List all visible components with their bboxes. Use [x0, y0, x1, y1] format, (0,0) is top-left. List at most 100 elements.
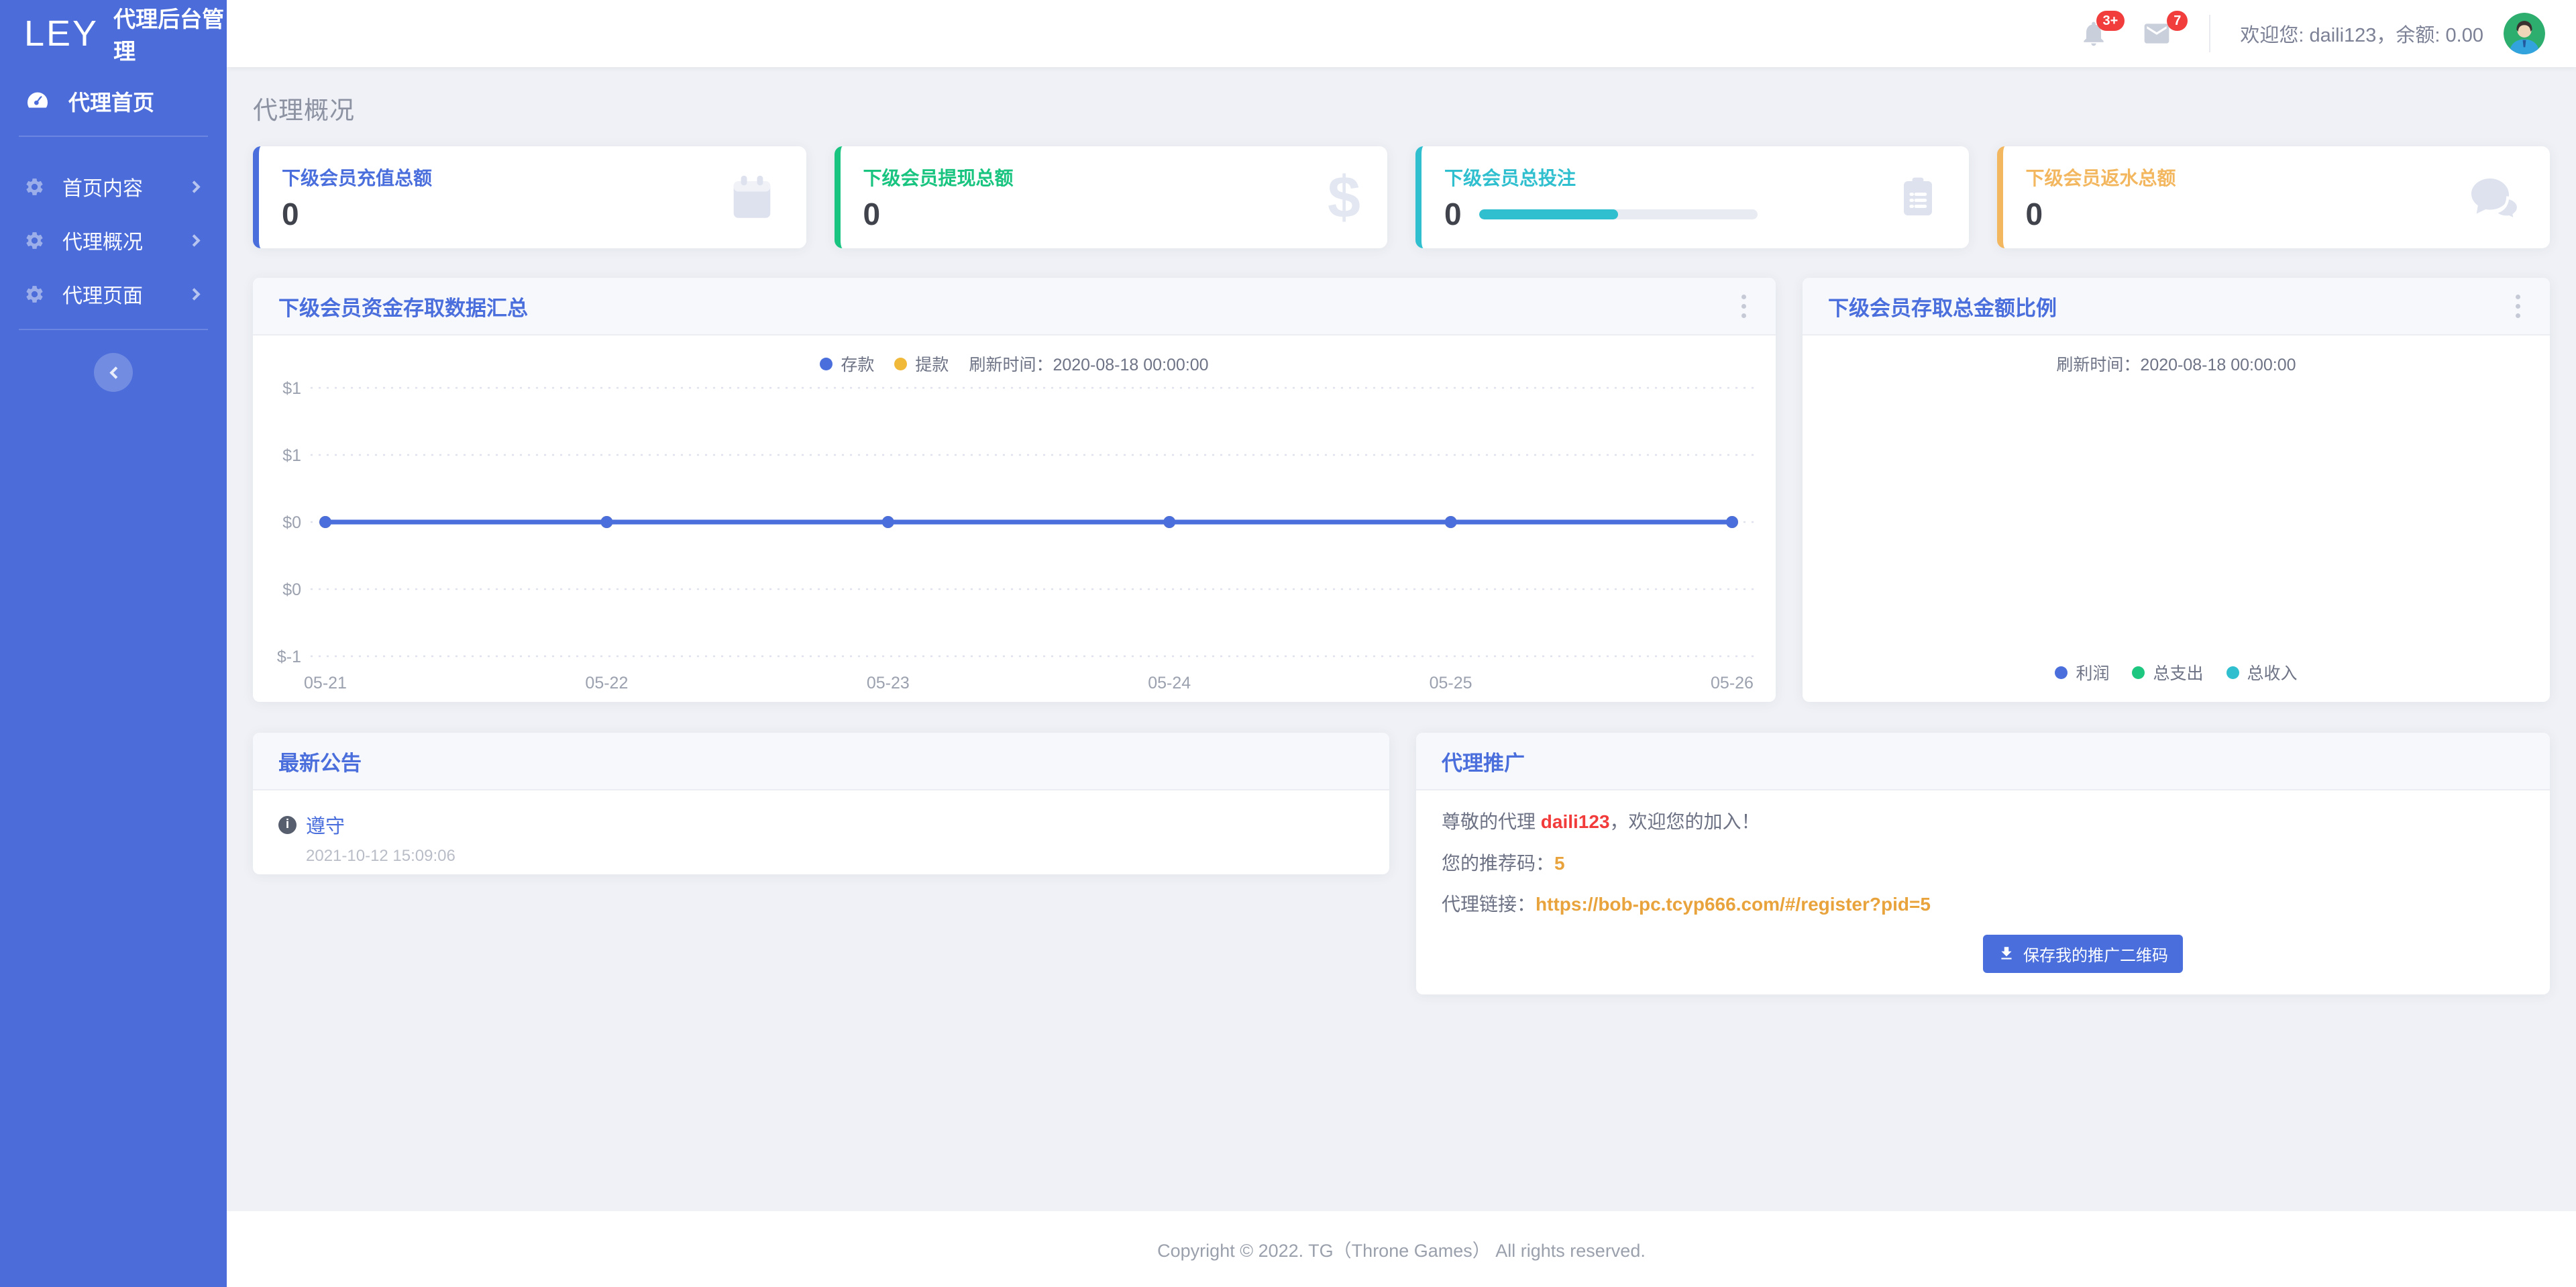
legend-label: 利润 — [2076, 664, 2110, 683]
ratio-chart-area: 刷新时间：2020-08-18 00:00:00 利润 总支出 总收入 — [1803, 336, 2550, 702]
sidebar-item-home-content[interactable]: 首页内容 — [0, 160, 227, 213]
messages-button[interactable]: 7 — [2142, 11, 2188, 48]
announcement-item: i 遵守 — [278, 811, 1364, 839]
chevron-right-icon — [188, 287, 201, 301]
chevron-right-icon — [188, 180, 201, 193]
gear-icon — [26, 231, 43, 249]
legend-dot — [2055, 666, 2068, 679]
chevron-left-icon — [109, 366, 122, 379]
agent-register-link[interactable]: https://bob-pc.tcyp666.com/#/register?pi… — [1536, 894, 1931, 915]
sidebar: LEY 代理后台管理 代理首页 首页内容 代理概况 代理页面 — [0, 0, 227, 1287]
save-qrcode-button[interactable]: 保存我的推广二维码 — [1983, 934, 2183, 973]
topbar: 3+ 7 欢迎您: daili123，余额: 0.00 — [227, 0, 2576, 67]
avatar[interactable] — [2504, 13, 2545, 54]
svg-text:$0: $0 — [282, 513, 301, 532]
sidebar-divider — [19, 329, 208, 330]
ratio-legend: 利润 总支出 总收入 — [1803, 660, 2550, 684]
svg-text:05-25: 05-25 — [1430, 674, 1472, 692]
kebab-menu-icon[interactable] — [2512, 291, 2524, 322]
card-bet-total: 下级会员总投注 0 — [1415, 146, 1969, 248]
info-icon: i — [278, 815, 297, 834]
envelope-icon — [2145, 23, 2169, 44]
panel-header: 下级会员资金存取数据汇总 — [253, 278, 1776, 336]
agent-promotion-panel: 代理推广 尊敬的代理 daili123，欢迎您的加入！ 您的推荐码：5 代理链接… — [1416, 733, 2550, 994]
avatar-person-icon — [2504, 13, 2545, 54]
gear-icon — [26, 285, 43, 303]
amount-ratio-panel: 下级会员存取总金额比例 刷新时间：2020-08-18 00:00:00 利润 … — [1803, 278, 2550, 702]
panel-title: 最新公告 — [278, 751, 362, 775]
refresh-time-text: 刷新时间：2020-08-18 00:00:00 — [2056, 356, 2296, 374]
deposit-withdraw-chart-panel: 下级会员资金存取数据汇总 存款 提款 刷新时间：2020-08-18 00:00… — [253, 278, 1776, 702]
bet-progress-fill — [1479, 209, 1619, 219]
calendar-icon — [724, 170, 780, 225]
panel-header: 代理推广 — [1416, 733, 2550, 790]
referral-code: 5 — [1554, 852, 1565, 874]
agent-name: daili123 — [1540, 811, 1610, 832]
welcome-text: 欢迎您: daili123，余额: 0.00 — [2240, 25, 2483, 46]
kebab-menu-icon[interactable] — [1737, 291, 1750, 322]
main-content: 代理概况 下级会员充值总额 0 下级会员提现总额 0 $ 下级会员总投注 0 — [227, 67, 2576, 994]
promo-button-row: 保存我的推广二维码 — [1442, 934, 2524, 973]
card-label: 下级会员总投注 — [1444, 168, 1576, 189]
legend-label: 存款 — [841, 356, 875, 374]
notifications-button[interactable]: 3+ — [2079, 11, 2125, 48]
sidebar-item-agent-overview[interactable]: 代理概况 — [0, 213, 227, 267]
card-rebate-total: 下级会员返水总额 0 — [1996, 146, 2550, 248]
dollar-icon: $ — [1328, 164, 1360, 230]
svg-text:$1: $1 — [282, 379, 301, 398]
sidebar-item-agent-home[interactable]: 代理首页 — [0, 67, 227, 136]
card-value: 0 — [863, 197, 881, 231]
promo-link-line: 代理链接：https://bob-pc.tcyp666.com/#/regist… — [1442, 894, 1931, 915]
card-value: 0 — [1444, 197, 1462, 231]
card-label: 下级会员提现总额 — [863, 168, 1014, 189]
svg-text:05-22: 05-22 — [585, 674, 628, 692]
sidebar-item-label: 代理首页 — [68, 91, 155, 115]
sidebar-divider — [19, 136, 208, 137]
sidebar-item-label: 首页内容 — [62, 178, 143, 200]
svg-text:$-1: $-1 — [277, 648, 301, 666]
svg-text:$1: $1 — [282, 446, 301, 465]
legend-dot — [2132, 666, 2145, 679]
middle-panels-row: 下级会员资金存取数据汇总 存款 提款 刷新时间：2020-08-18 00:00… — [253, 278, 2550, 702]
sidebar-item-label: 代理页面 — [62, 285, 143, 307]
legend-dot — [894, 357, 908, 370]
topbar-divider — [2209, 15, 2211, 52]
legend-dot — [820, 357, 833, 370]
panel-header: 最新公告 — [253, 733, 1389, 790]
download-icon — [2001, 947, 2012, 960]
messages-badge: 7 — [2167, 11, 2188, 31]
chart-legend: 存款 提款 刷新时间：2020-08-18 00:00:00 — [253, 352, 1776, 376]
latest-announcement-panel: 最新公告 i 遵守 2021-10-12 15:09:06 — [253, 733, 1389, 874]
svg-text:$0: $0 — [282, 580, 301, 599]
sidebar-item-agent-pages[interactable]: 代理页面 — [0, 267, 227, 321]
legend-item-profit[interactable]: 利润 — [2055, 660, 2109, 684]
brand-logo: LEY 代理后台管理 — [0, 0, 227, 67]
chat-bubbles-icon — [2467, 169, 2523, 225]
card-value: 0 — [2025, 197, 2043, 231]
deposit-withdraw-line-chart: $1 $1 $0 $0 $-105-21 05-22 05-23 05-24 05-25 05-2… — [277, 379, 1757, 692]
sidebar-collapse-button[interactable] — [94, 353, 133, 392]
announcement-link[interactable]: 遵守 — [306, 816, 345, 837]
legend-item-total-expense[interactable]: 总支出 — [2132, 660, 2204, 684]
footer: Copyright © 2022. TG（Throne Games） All r… — [227, 1211, 2576, 1287]
legend-label: 提款 — [915, 356, 949, 374]
card-withdraw-total: 下级会员提现总额 0 $ — [834, 146, 1387, 248]
legend-item-withdraw[interactable]: 提款 — [894, 352, 949, 376]
promo-greeting: 尊敬的代理 daili123，欢迎您的加入！ — [1442, 811, 1760, 832]
notifications-badge: 3+ — [2096, 11, 2125, 31]
announcement-timestamp: 2021-10-12 15:09:06 — [306, 847, 455, 865]
page-title: 代理概况 — [253, 97, 355, 124]
save-qrcode-button-label: 保存我的推广二维码 — [2023, 946, 2168, 965]
dashboard-gauge-icon — [28, 92, 48, 108]
svg-text:05-23: 05-23 — [867, 674, 910, 692]
bottom-panels-row: 最新公告 i 遵守 2021-10-12 15:09:06 代理推广 尊敬的代理… — [253, 733, 2550, 994]
legend-item-deposit[interactable]: 存款 — [820, 352, 874, 376]
panel-header: 下级会员存取总金额比例 — [1803, 278, 2550, 336]
brand-logo-text: LEY — [24, 13, 99, 54]
chevron-right-icon — [188, 234, 201, 247]
card-label: 下级会员返水总额 — [2025, 168, 2176, 189]
legend-item-total-income[interactable]: 总收入 — [2226, 660, 2298, 684]
bet-progress-bar — [1479, 209, 1758, 219]
svg-text:05-24: 05-24 — [1148, 674, 1191, 692]
card-label: 下级会员充值总额 — [282, 168, 433, 189]
